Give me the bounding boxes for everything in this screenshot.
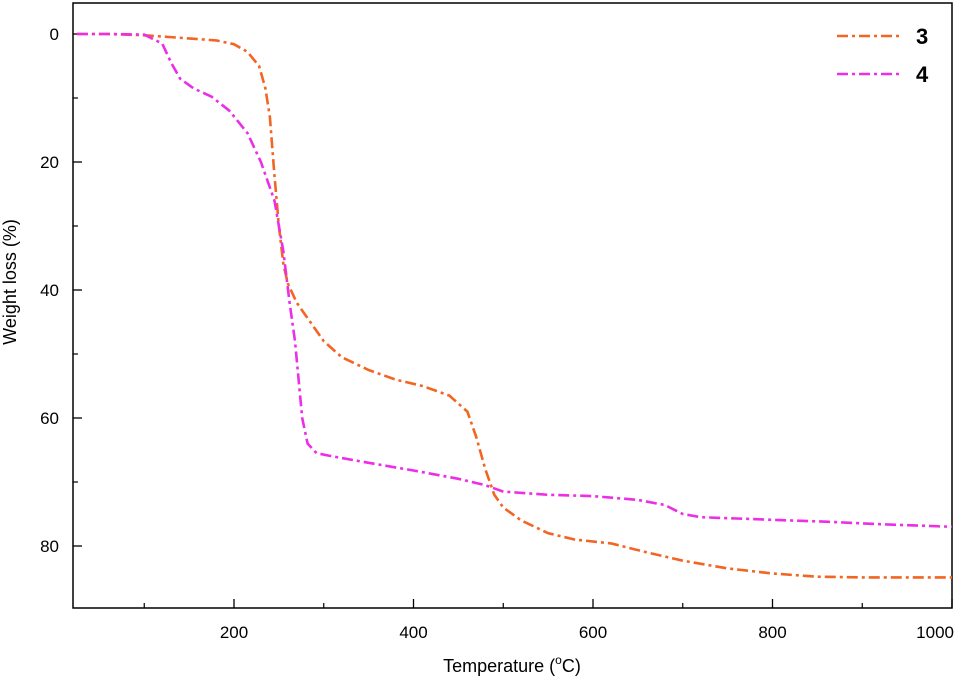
x-tick-label: 200 <box>220 623 248 642</box>
series-layer <box>76 32 953 579</box>
y-tick-label: 0 <box>50 25 59 44</box>
legend-label-3: 3 <box>916 24 928 49</box>
series-line-4 <box>76 32 953 529</box>
legend: 34 <box>837 24 929 87</box>
x-tick-label: 1000 <box>916 623 954 642</box>
x-tick-label: 600 <box>579 623 607 642</box>
plot-frame <box>72 2 953 609</box>
legend-label-4: 4 <box>916 62 929 87</box>
x-axis-title-text: Temperature ( <box>443 656 555 676</box>
x-axis-title-unit-tail: C) <box>562 656 581 676</box>
x-axis-title-unit-sup: o <box>555 653 562 667</box>
y-axis: 0 20 40 60 80 <box>40 25 82 556</box>
y-tick-label: 60 <box>40 409 59 428</box>
y-tick-label: 20 <box>40 153 59 172</box>
x-axis-title: Temperature (oC) <box>443 653 581 676</box>
x-tick-label: 800 <box>758 623 786 642</box>
y-tick-label: 40 <box>40 281 59 300</box>
y-tick-label: 80 <box>40 537 59 556</box>
x-tick-label: 400 <box>399 623 427 642</box>
x-axis: 200 400 600 800 1000 <box>143 599 954 642</box>
series-line-3 <box>76 32 952 579</box>
y-axis-title: Weight loss (%) <box>0 219 20 345</box>
